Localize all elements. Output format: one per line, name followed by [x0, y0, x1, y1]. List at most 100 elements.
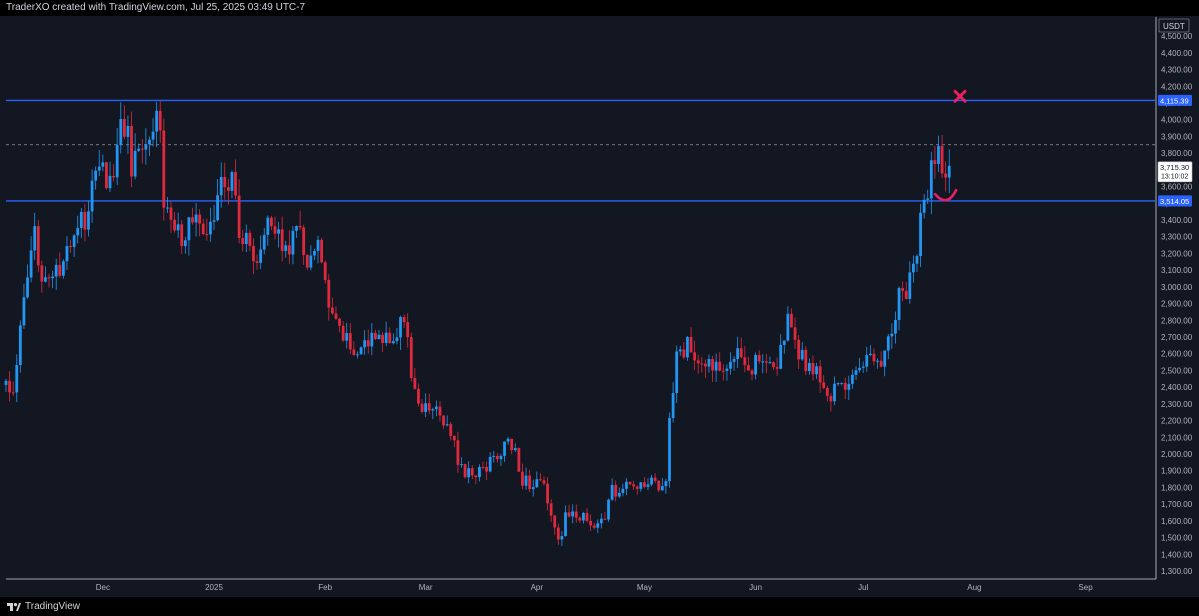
candle-body — [499, 455, 503, 460]
y-tick-label: 1,500.00 — [1161, 534, 1193, 543]
candle-body — [381, 334, 384, 343]
y-tick-label: 2,000.00 — [1161, 450, 1193, 459]
candle-body — [58, 264, 62, 276]
candle-body — [560, 536, 564, 540]
candle-body — [535, 479, 539, 488]
candle-body — [83, 211, 87, 230]
support-arc-mark[interactable] — [933, 188, 958, 202]
candle-body — [582, 512, 585, 521]
candle-body — [40, 265, 44, 282]
candle-body — [87, 211, 90, 230]
candle-body — [531, 487, 535, 490]
candle-body — [11, 392, 15, 394]
candle-body — [316, 239, 320, 251]
candle-body — [108, 175, 112, 189]
candle-body — [305, 254, 309, 268]
candle-body — [589, 520, 593, 526]
y-tick-label: 4,500.00 — [1161, 32, 1193, 41]
candle-body — [69, 245, 72, 247]
candle-body — [521, 471, 524, 486]
candle-body — [449, 424, 453, 436]
candle-body — [366, 340, 370, 347]
candle-body — [452, 435, 456, 441]
x-tick-label: Apr — [531, 583, 544, 592]
candle-body — [592, 525, 596, 528]
candle-body — [79, 211, 83, 228]
candle-body — [872, 353, 876, 362]
candle-body — [635, 486, 639, 489]
candle-body — [926, 198, 930, 200]
candle-body — [833, 383, 836, 402]
candle-body — [359, 347, 363, 355]
candle-body — [840, 382, 844, 384]
candle-body — [894, 319, 897, 334]
candle-body — [643, 482, 646, 487]
currency-box[interactable] — [1158, 18, 1190, 33]
candle-body — [492, 455, 496, 457]
x-tick-label: May — [637, 583, 652, 592]
x-tick-label: Feb — [318, 583, 332, 592]
candle-body — [388, 332, 392, 344]
y-tick-label: 3,000.00 — [1161, 283, 1193, 292]
candle-body — [223, 176, 227, 188]
candle-body — [4, 380, 8, 385]
footer-brand: TradingView — [25, 601, 81, 612]
plot-area[interactable] — [6, 17, 1155, 579]
candle-body — [320, 239, 324, 263]
y-tick-label: 3,200.00 — [1161, 249, 1193, 258]
candle-body — [732, 359, 736, 362]
candle-body — [377, 334, 381, 340]
y-tick-label: 1,400.00 — [1161, 550, 1193, 559]
candle-body — [549, 503, 553, 516]
candle-body — [470, 468, 474, 476]
candle-body — [266, 217, 270, 235]
x-tick-label: Aug — [967, 583, 981, 592]
candle-body — [571, 511, 575, 517]
candle-body — [564, 512, 567, 537]
candle-body — [148, 139, 151, 145]
candle-body — [750, 370, 754, 375]
candle-body — [72, 235, 76, 247]
y-tick-label: 2,600.00 — [1161, 350, 1193, 359]
rejection-cross-mark[interactable] — [953, 89, 967, 103]
candle-body — [384, 332, 388, 343]
candle-body — [8, 380, 11, 393]
candle-body — [456, 440, 460, 465]
candle-body — [101, 162, 105, 167]
candle-body — [180, 224, 184, 247]
candle-body — [646, 484, 650, 487]
candle-body — [345, 333, 349, 341]
candle-body — [797, 339, 801, 360]
candle-body — [876, 360, 879, 362]
candle-body — [434, 406, 438, 410]
candle-body — [879, 360, 883, 367]
candle-body — [212, 220, 216, 222]
candle-body — [617, 492, 621, 497]
candle-body — [736, 348, 740, 360]
candle-body — [119, 119, 123, 146]
candle-body — [445, 424, 449, 426]
candle-body — [689, 337, 693, 353]
candle-body — [947, 165, 951, 178]
candle-body — [825, 387, 829, 396]
candle-body — [338, 318, 341, 326]
candle-body — [29, 250, 33, 278]
candle-body — [585, 512, 589, 521]
candle-body — [782, 340, 786, 345]
candle-body — [660, 486, 664, 491]
candle-body — [291, 230, 295, 255]
candle-body — [402, 317, 406, 323]
candle-body — [280, 229, 284, 252]
candle-body — [417, 388, 420, 404]
candle-body — [54, 264, 58, 277]
y-tick-label: 3,300.00 — [1161, 233, 1193, 242]
footer-bar: TradingView — [0, 597, 1199, 616]
candle-body — [793, 327, 797, 340]
candle-body — [528, 475, 532, 490]
candle-body — [431, 409, 435, 411]
candle-body — [205, 234, 209, 236]
candle-body — [556, 527, 560, 540]
candle-body — [675, 351, 679, 394]
